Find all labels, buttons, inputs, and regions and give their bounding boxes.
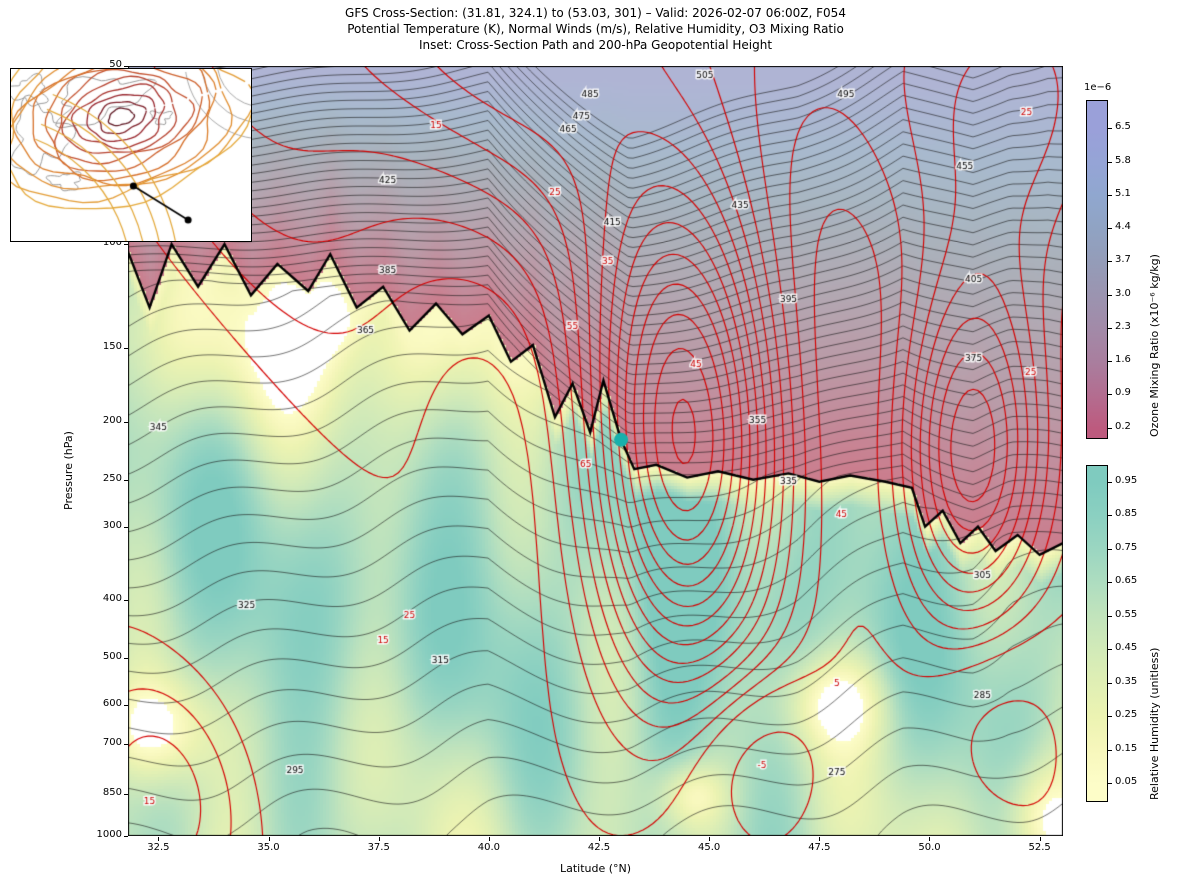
x-tick-mark [709,837,711,841]
y-tick-mark [124,794,128,796]
colorbar-tick-mark [1108,327,1112,329]
y-tick-label: 150 [102,341,122,353]
colorbar-tick-mark [1108,682,1112,684]
x-tick-mark [488,837,490,841]
colorbar-tick-mark [1108,515,1112,517]
colorbar-tick-mark [1108,481,1112,483]
colorbar-tick-label: 4.4 [1115,221,1131,233]
ozone-colorbar: 1e−6 Ozone Mixing Ratio (x10⁻⁶ kg/kg) 6.… [1084,82,1162,439]
x-tick-label: 35.0 [257,842,280,853]
y-tick-label: 1000 [96,829,122,840]
x-axis-label: Latitude (°N) [559,862,632,875]
y-tick-label: 100 [88,237,122,248]
x-tick-label: 32.5 [147,842,170,853]
y-tick-mark [124,244,128,246]
y-tick-label: 50 [109,59,122,70]
cross-section-plot [128,66,1063,836]
colorbar-tick-mark [1108,582,1112,584]
rh-colorbar: Relative Humidity (unitless) 0.95 0.85 0.7… [1086,465,1162,802]
colorbar-tick-mark [1108,294,1112,296]
colorbar-tick-label: 0.85 [1115,508,1138,520]
y-tick-mark [124,704,128,706]
colorbar-tick-mark [1108,548,1112,550]
colorbar-tick-label: 0.55 [1115,608,1138,620]
x-tick-mark [819,837,821,841]
x-tick-label: 47.5 [808,842,831,853]
colorbar-tick-label: 0.25 [1115,709,1138,721]
colorbar-tick-label: 0.05 [1115,776,1138,788]
inset-map [10,68,252,242]
colorbar-tick-mark [1108,128,1112,130]
x-tick-label: 50.0 [918,842,941,853]
colorbar-tick-label: 3.0 [1115,287,1131,299]
colorbar-tick-mark [1108,394,1112,396]
y-tick-mark [124,744,128,746]
colorbar-tick-mark [1108,161,1112,163]
y-tick-label: 400 [102,593,122,605]
y-tick-label: 300 [102,519,122,531]
colorbar-tick-label: 5.8 [1115,154,1131,166]
colorbar-tick-mark [1108,649,1112,651]
colorbar-tick-mark [1108,749,1112,751]
y-tick-label: 200 [102,415,122,427]
y-tick-label: 850 [102,787,122,799]
y-tick-mark [124,66,128,67]
colorbar-tick-label: 6.5 [1115,121,1131,133]
cross-section-canvas [128,66,1063,836]
x-tick-mark [378,837,380,841]
rh-colorbar-label: Relative Humidity (unitless) [1148,647,1161,800]
colorbar-tick-label: 0.9 [1115,387,1131,399]
y-tick-label: 250 [102,472,122,484]
title-line-1: GFS Cross-Section: (31.81, 324.1) to (53… [345,6,846,20]
x-tick-mark [158,837,160,841]
y-tick-mark [124,600,128,602]
y-tick-mark [124,422,128,424]
colorbar-tick-label: 0.35 [1115,675,1138,687]
title-line-3: Inset: Cross-Section Path and 200-hPa Ge… [418,38,773,52]
colorbar-tick-label: 3.7 [1115,254,1131,266]
colorbar-tick-mark [1108,783,1112,785]
colorbar-tick-label: 0.2 [1115,420,1131,432]
colorbar-tick-label: 0.75 [1115,541,1138,553]
x-tick-mark [929,837,931,841]
ozone-colorbar-label: Ozone Mixing Ratio (x10⁻⁶ kg/kg) [1148,254,1161,437]
y-tick-mark [124,526,128,528]
title-line-2: Potential Temperature (K), Normal Winds … [347,22,844,36]
ozone-offset-label: 1e−6 [1084,82,1112,93]
x-tick-mark [599,837,601,841]
y-tick-label: 700 [102,737,122,749]
y-tick-mark [124,479,128,481]
colorbar-tick-mark [1108,716,1112,718]
x-tick-mark [268,837,270,841]
colorbar-tick-mark [1108,228,1112,230]
colorbar-tick-mark [1108,427,1112,429]
colorbar-tick-label: 5.1 [1115,187,1131,199]
y-tick-label: 600 [102,697,122,709]
y-tick-label: 500 [102,650,122,662]
x-tick-mark [1039,837,1041,841]
colorbar-tick-label: 1.6 [1115,354,1131,366]
x-tick-label: 40.0 [477,842,500,853]
inset-canvas [11,69,251,241]
colorbar-tick-mark [1108,194,1112,196]
x-tick-label: 45.0 [698,842,721,853]
colorbar-tick-mark [1108,615,1112,617]
x-tick-label: 52.5 [1028,842,1051,853]
colorbar-tick-label: 0.95 [1115,474,1138,486]
y-tick-mark [124,657,128,659]
colorbar-tick-label: 0.45 [1115,642,1138,654]
colorbar-tick-mark [1108,361,1112,363]
x-tick-label: 37.5 [367,842,390,853]
x-tick-label: 42.5 [587,842,611,853]
y-axis-label: Pressure (hPa) [62,431,75,510]
colorbar-tick-label: 2.3 [1115,320,1131,332]
colorbar-tick-label: 0.15 [1115,742,1138,754]
y-tick-mark [124,836,128,837]
colorbar-tick-mark [1108,261,1112,263]
y-tick-mark [124,348,128,350]
rh-colorbar-bar [1086,465,1108,802]
ozone-colorbar-bar [1086,100,1108,439]
colorbar-tick-label: 0.65 [1115,575,1138,587]
